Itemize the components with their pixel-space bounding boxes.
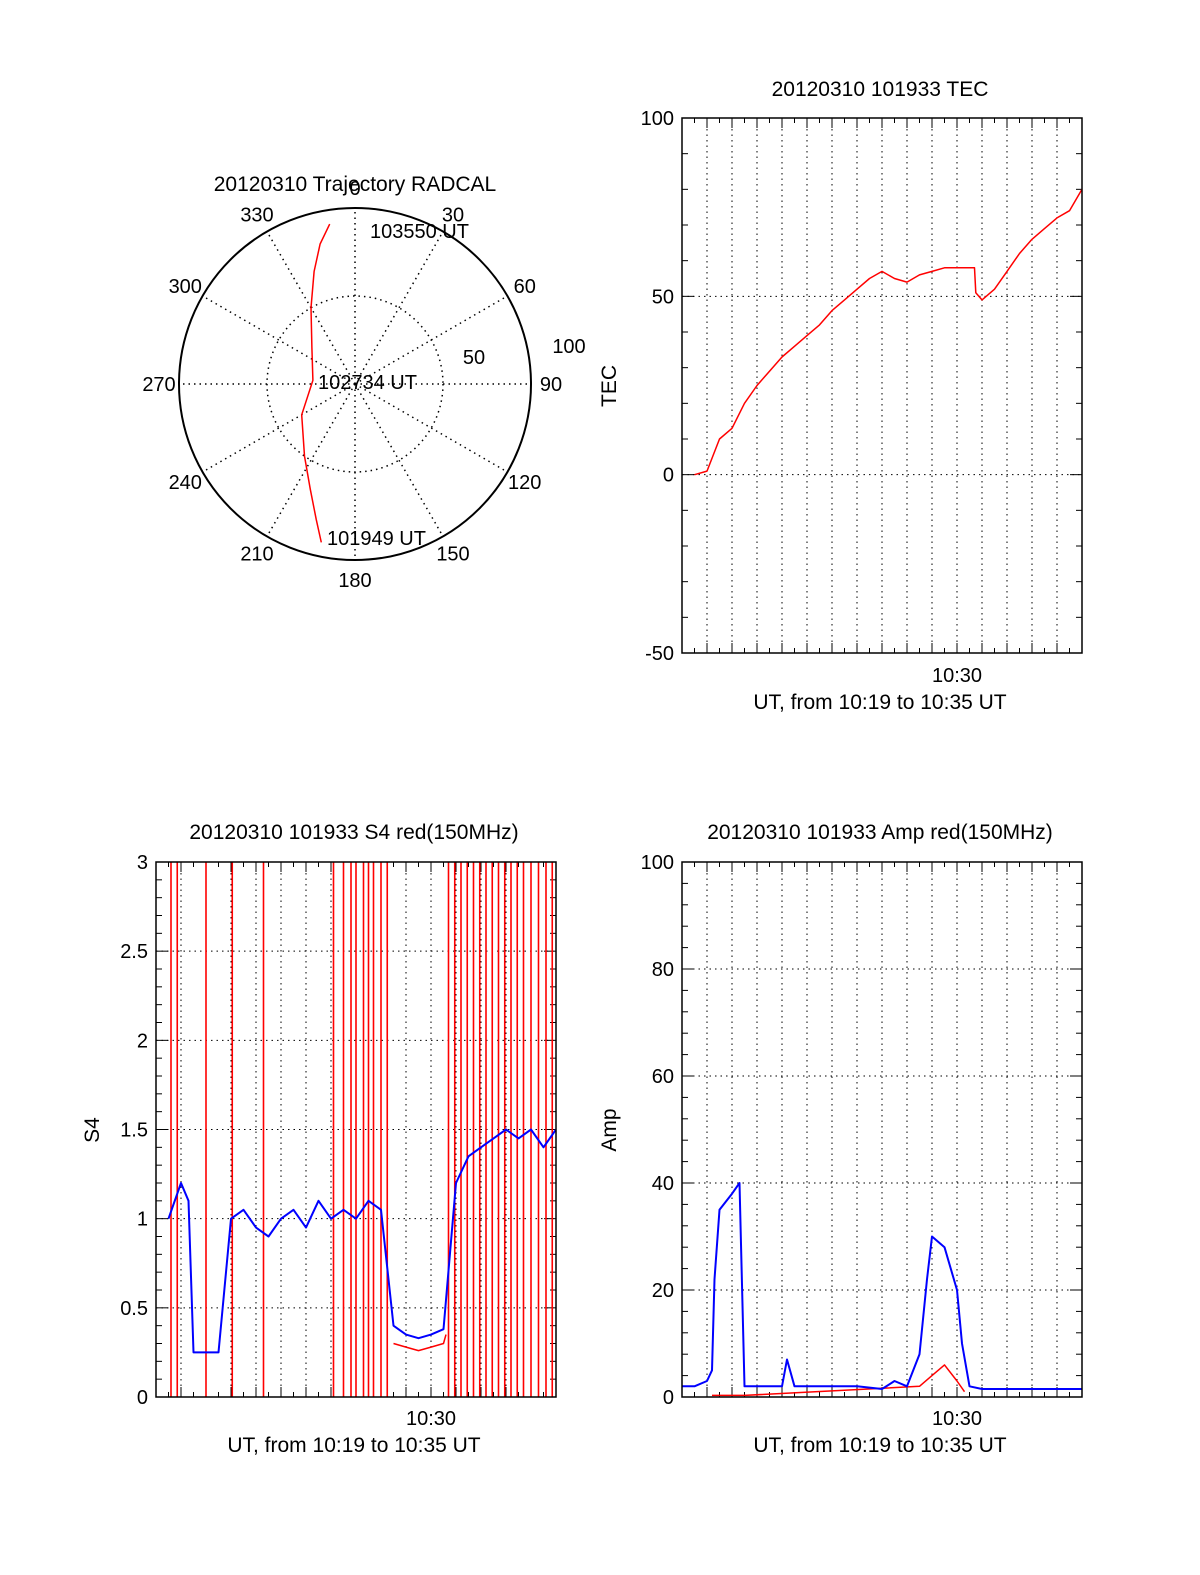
polar-angle-label: 30	[442, 204, 464, 226]
polar-angle-label: 270	[142, 374, 175, 396]
chart-title: 20120310 101933 TEC	[772, 78, 989, 101]
polar-angle-label: 0	[349, 178, 360, 200]
x-tick-label: 10:30	[932, 1408, 982, 1430]
y-tick-label: 1.5	[120, 1120, 148, 1142]
y-tick-label: 40	[652, 1173, 674, 1195]
series-line-red	[393, 1334, 447, 1352]
polar-spoke	[354, 231, 444, 385]
trajectory-track	[300, 223, 331, 543]
polar-angle-label: 180	[338, 570, 371, 592]
plot-frame	[681, 861, 1083, 1398]
polar-outer-circle	[178, 207, 532, 561]
polar-angle-label: 300	[169, 276, 202, 298]
polar-spoke	[202, 295, 356, 385]
series-line-blue	[682, 1182, 1082, 1390]
y-tick-label: 100	[641, 108, 674, 130]
plot-frame	[681, 117, 1083, 654]
tec-line-panel: 20120310 101933 TEC -50 0 50 100 10:30 UT, fro…	[598, 78, 1083, 714]
chart-title: 20120310 101933 Amp red(150MHz)	[707, 821, 1053, 844]
polar-angle-label: 60	[514, 276, 536, 298]
y-tick-label: 0	[663, 1387, 674, 1409]
plot-area	[167, 862, 556, 1397]
polar-spoke	[354, 295, 508, 385]
trajectory-mid-label: 102734 UT	[318, 372, 417, 394]
polar-angle-label: 240	[169, 472, 202, 494]
polar-angle-label: 150	[436, 544, 469, 566]
polar-radial-label: 50	[463, 347, 485, 369]
series-line-red	[694, 188, 1082, 476]
y-tick-label: 2	[137, 1030, 148, 1052]
y-tick-label: 60	[652, 1066, 674, 1088]
y-tick-label: 50	[652, 286, 674, 308]
series-line-blue	[167, 1128, 556, 1354]
y-axis-label: TEC	[598, 365, 621, 407]
y-tick-label: 0	[663, 465, 674, 487]
polar-spoke	[266, 383, 356, 537]
x-axis-label: UT, from 10:19 to 10:35 UT	[227, 1434, 480, 1457]
y-tick-label: -50	[645, 643, 674, 665]
polar-spoke	[354, 383, 444, 537]
series-line-red	[712, 1364, 966, 1397]
polar-radial-label: 100	[552, 336, 585, 358]
plot-frame	[155, 861, 557, 1398]
x-axis-label: UT, from 10:19 to 10:35 UT	[753, 1434, 1006, 1457]
s4-line-panel: 20120310 101933 S4 red(150MHz) 0 0.5 1 1.5 2 2…	[81, 821, 557, 1457]
trajectory-end-label: 103550 UT	[370, 221, 469, 243]
y-tick-label: 80	[652, 959, 674, 981]
y-tick-label: 2.5	[120, 941, 148, 963]
plot-area	[694, 188, 1082, 476]
chart-title: 20120310 101933 S4 red(150MHz)	[189, 821, 518, 844]
plot-area	[682, 1182, 1082, 1397]
x-tick-label: 10:30	[932, 665, 982, 687]
polar-spoke	[354, 383, 508, 473]
y-axis-label: Amp	[598, 1108, 621, 1151]
x-axis-label: UT, from 10:19 to 10:35 UT	[753, 691, 1006, 714]
polar-title: 20120310 Trajectory RADCAL	[214, 173, 497, 196]
y-tick-label: 1	[137, 1209, 148, 1231]
y-axis-label: S4	[81, 1117, 104, 1143]
trajectory-start-label: 101949 UT	[327, 528, 426, 550]
polar-spoke	[202, 383, 356, 473]
x-tick-label: 10:30	[406, 1408, 456, 1430]
polar-angle-label: 120	[508, 472, 541, 494]
y-tick-label: 3	[137, 852, 148, 874]
polar-angle-label: 330	[240, 204, 273, 226]
y-tick-label: 0.5	[120, 1298, 148, 1320]
polar-angle-label: 210	[240, 544, 273, 566]
y-tick-label: 0	[137, 1387, 148, 1409]
polar-angle-label: 90	[540, 374, 562, 396]
amp-line-panel: 20120310 101933 Amp red(150MHz) 0 20 40 60 80…	[598, 821, 1083, 1457]
y-tick-label: 20	[652, 1280, 674, 1302]
y-tick-label: 100	[641, 852, 674, 874]
